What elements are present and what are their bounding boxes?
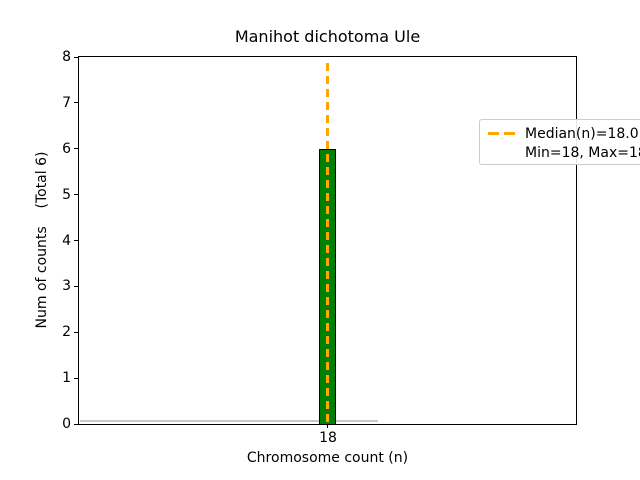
y-tick-mark	[74, 194, 78, 196]
y-tick-label: 2	[62, 324, 71, 341]
orange-dash-icon	[504, 132, 515, 135]
y-tick-mark	[74, 148, 78, 150]
median-line-legend-swatch	[488, 132, 515, 135]
orange-dash-icon	[488, 132, 499, 135]
y-tick-mark	[74, 102, 78, 104]
legend-row-minmax: Min=18, Max=18	[488, 143, 640, 162]
y-tick-mark	[74, 285, 78, 287]
legend-row-median: Median(n)=18.0	[488, 124, 640, 143]
legend-label-minmax: Min=18, Max=18	[525, 144, 640, 161]
plot-area: 0 1 2 3 4 5 6 7 8 18 Chromosome count (n) Median…	[62, 49, 640, 466]
y-tick-label: 0	[62, 416, 71, 432]
y-tick-mark	[74, 331, 78, 333]
legend-label-median: Median(n)=18.0	[525, 125, 639, 142]
x-tick-label: 18	[319, 430, 337, 446]
y-tick-label: 1	[62, 370, 71, 387]
y-tick-mark	[74, 377, 78, 379]
y-tick-label: 8	[62, 49, 71, 65]
legend-box: Median(n)=18.0 Min=18, Max=18	[479, 119, 640, 165]
y-tick-label: 5	[62, 186, 71, 203]
x-tick-mark	[327, 424, 328, 428]
y-tick-mark	[74, 240, 78, 241]
empty-legend-swatch	[488, 151, 515, 154]
y-tick-mark	[74, 423, 78, 425]
y-tick-label: 6	[62, 140, 71, 157]
median-dashed-line	[326, 58, 329, 424]
y-tick-mark	[74, 56, 78, 58]
zero-height-bins-baseline	[80, 420, 378, 422]
y-tick-label: 4	[62, 232, 71, 249]
chart-title: Manihot dichotoma Ule	[234, 27, 421, 46]
y-tick-label: 3	[62, 278, 71, 295]
x-axis-label: Chromosome count (n)	[246, 450, 409, 466]
y-tick-label: 7	[62, 94, 71, 111]
